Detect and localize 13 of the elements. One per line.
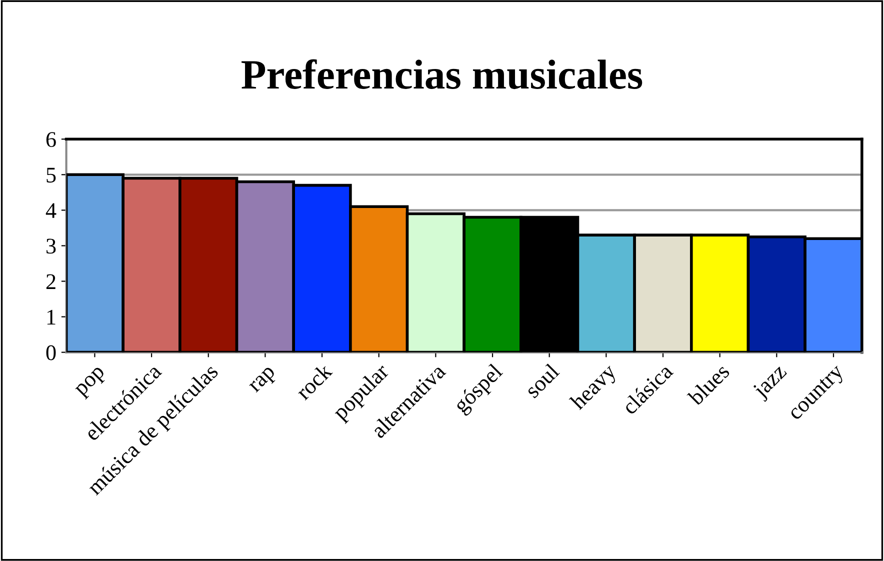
y-tick-label: 1: [47, 310, 56, 324]
x-tick-label: soul: [524, 362, 560, 399]
x-tick-label: jazz: [751, 362, 790, 402]
y-tick-label: 6: [46, 132, 56, 148]
y-tick-label: 4: [46, 203, 56, 218]
x-tick-label: blues: [686, 362, 730, 406]
y-tick-label: 0: [46, 345, 56, 360]
y-tick-label: 5: [46, 168, 56, 183]
x-tick-label: rap: [248, 366, 279, 396]
y-tick-label: 3: [46, 238, 56, 254]
y-tick-label: 2: [46, 274, 56, 289]
chart-title: Preferencias musicales: [242, 59, 642, 90]
x-tick-label: rock: [294, 362, 334, 401]
